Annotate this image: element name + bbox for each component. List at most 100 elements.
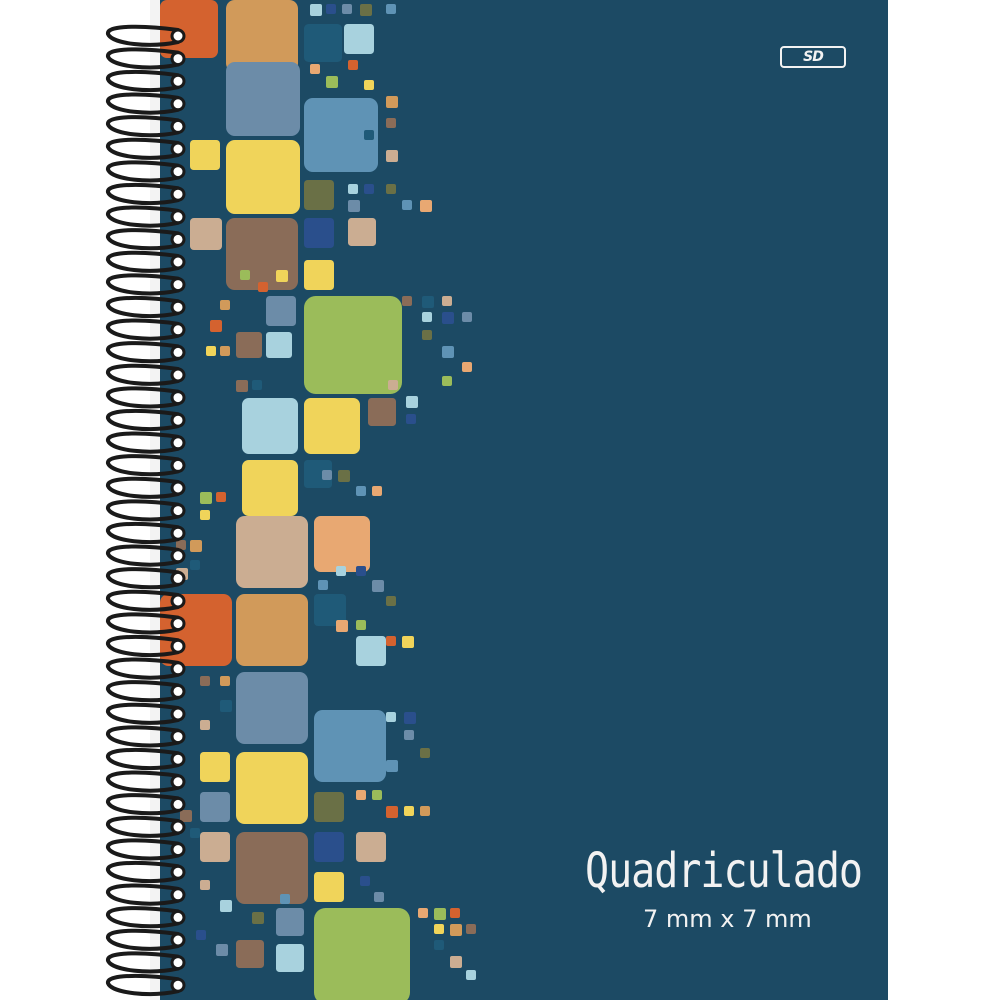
mosaic-square	[226, 0, 298, 72]
spiral-coil	[106, 612, 186, 635]
spiral-coil	[106, 160, 186, 183]
spiral-binding	[106, 24, 186, 997]
mosaic-square	[304, 460, 332, 488]
brand-logo: SD	[780, 46, 846, 68]
mosaic-small-square	[220, 346, 230, 356]
mosaic-small-square	[386, 150, 398, 162]
mosaic-small-square	[420, 806, 430, 816]
mosaic-square	[236, 752, 308, 824]
mosaic-square	[304, 398, 360, 454]
mosaic-square	[266, 332, 292, 358]
spiral-coil	[106, 318, 186, 341]
mosaic-small-square	[364, 184, 374, 194]
brand-logo-text: SD	[803, 49, 824, 65]
spiral-coil	[106, 273, 186, 296]
spiral-coil	[106, 680, 186, 703]
mosaic-small-square	[442, 346, 454, 358]
mosaic-small-square	[402, 636, 414, 648]
mosaic-small-square	[356, 620, 366, 630]
mosaic-small-square	[200, 720, 210, 730]
spiral-coil	[106, 363, 186, 386]
mosaic-square	[314, 516, 370, 572]
spiral-coil	[106, 657, 186, 680]
spiral-coil	[106, 499, 186, 522]
spiral-coil	[106, 838, 186, 861]
spiral-coil	[106, 341, 186, 364]
mosaic-small-square	[200, 510, 210, 520]
spiral-coil	[106, 250, 186, 273]
mosaic-small-square	[200, 676, 210, 686]
mosaic-small-square	[374, 892, 384, 902]
mosaic-square	[314, 872, 344, 902]
mosaic-small-square	[386, 712, 396, 722]
spiral-coil	[106, 115, 186, 138]
spiral-coil	[106, 408, 186, 432]
mosaic-small-square	[348, 60, 358, 70]
mosaic-small-square	[360, 876, 370, 886]
mosaic-square	[236, 672, 308, 744]
mosaic-small-square	[360, 4, 372, 16]
mosaic-small-square	[462, 362, 472, 372]
mosaic-square	[304, 218, 334, 248]
spiral-coil	[106, 228, 186, 251]
mosaic-small-square	[450, 924, 462, 936]
mosaic-square	[236, 332, 262, 358]
mosaic-small-square	[326, 4, 336, 14]
mosaic-small-square	[406, 414, 416, 424]
mosaic-small-square	[310, 64, 320, 74]
mosaic-square	[236, 832, 308, 904]
mosaic-small-square	[404, 806, 414, 816]
mosaic-small-square	[386, 96, 398, 108]
mosaic-small-square	[280, 894, 290, 904]
spiral-coil	[106, 386, 186, 409]
mosaic-square	[314, 832, 344, 862]
mosaic-small-square	[372, 486, 382, 496]
spiral-coil	[106, 725, 186, 748]
mosaic-small-square	[404, 712, 416, 724]
mosaic-small-square	[216, 944, 228, 956]
mosaic-small-square	[418, 908, 428, 918]
mosaic-small-square	[216, 492, 226, 502]
mosaic-small-square	[434, 940, 444, 950]
mosaic-square	[242, 398, 298, 454]
mosaic-small-square	[220, 900, 232, 912]
mosaic-small-square	[190, 560, 200, 570]
mosaic-small-square	[310, 4, 322, 16]
mosaic-small-square	[372, 790, 382, 800]
spiral-coil	[106, 69, 186, 93]
mosaic-small-square	[364, 80, 374, 90]
mosaic-square	[356, 832, 386, 862]
mosaic-square	[276, 944, 304, 972]
cover-subtitle: 7 mm x 7 mm	[643, 905, 812, 933]
mosaic-square	[226, 62, 300, 136]
mosaic-small-square	[386, 636, 396, 646]
spiral-coil	[106, 137, 186, 160]
mosaic-square	[314, 710, 386, 782]
mosaic-square	[236, 516, 308, 588]
mosaic-square	[304, 98, 378, 172]
mosaic-small-square	[402, 296, 412, 306]
spiral-coil	[106, 793, 186, 816]
spiral-coil	[106, 24, 186, 47]
spiral-coil	[106, 567, 186, 590]
spiral-coil	[106, 47, 186, 70]
mosaic-square	[190, 218, 222, 250]
mosaic-small-square	[402, 200, 412, 210]
mosaic-small-square	[462, 312, 472, 322]
mosaic-small-square	[442, 296, 452, 306]
mosaic-small-square	[276, 270, 288, 282]
spiral-coil	[106, 182, 186, 206]
mosaic-square	[190, 140, 220, 170]
mosaic-small-square	[404, 730, 414, 740]
square-mosaic-pattern	[160, 0, 476, 1000]
mosaic-small-square	[420, 748, 430, 758]
mosaic-small-square	[210, 320, 222, 332]
mosaic-small-square	[356, 790, 366, 800]
spiral-coil	[106, 521, 186, 545]
mosaic-square	[314, 908, 410, 1000]
mosaic-small-square	[386, 806, 398, 818]
notebook-cover	[160, 0, 888, 1000]
mosaic-small-square	[420, 200, 432, 212]
mosaic-small-square	[342, 4, 352, 14]
